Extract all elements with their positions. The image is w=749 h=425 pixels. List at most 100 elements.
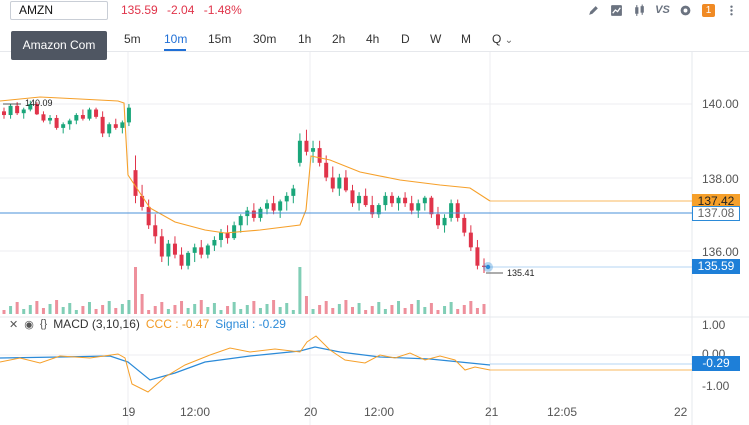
compare-vs-icon[interactable]: VS	[655, 4, 670, 16]
candle-body[interactable]	[48, 117, 53, 121]
code-braces-icon[interactable]: {}	[39, 318, 48, 330]
candle-body[interactable]	[383, 195, 388, 206]
candle-body[interactable]	[363, 195, 368, 206]
candle-body[interactable]	[416, 203, 421, 211]
interval-d[interactable]: D	[401, 32, 410, 46]
alert-badge-icon[interactable]: 1	[701, 2, 716, 18]
candle-body[interactable]	[133, 170, 138, 196]
candle-body[interactable]	[61, 124, 66, 128]
candle-body[interactable]	[172, 243, 177, 255]
settings-gear-icon[interactable]	[678, 2, 693, 18]
candle-body[interactable]	[265, 203, 270, 209]
candle-body[interactable]	[422, 197, 427, 204]
candle-body[interactable]	[140, 195, 145, 207]
chevron-down-icon: ⌄	[504, 35, 514, 46]
close-icon[interactable]: ✕	[9, 318, 19, 331]
interval-5m[interactable]: 5m	[124, 32, 141, 46]
volume-bar	[87, 302, 91, 314]
candle-body[interactable]	[482, 265, 486, 267]
candle-body[interactable]	[475, 247, 480, 266]
candle-body[interactable]	[146, 206, 151, 226]
interval-q[interactable]: Q ⌄	[492, 32, 513, 46]
candle-body[interactable]	[120, 122, 125, 128]
candle-body[interactable]	[186, 252, 191, 266]
candle-body[interactable]	[337, 177, 342, 189]
candle-body[interactable]	[442, 217, 447, 226]
candle-body[interactable]	[350, 190, 355, 204]
candle-body[interactable]	[199, 247, 204, 255]
candle-body[interactable]	[113, 124, 118, 128]
volume-bar	[35, 301, 39, 314]
volume-bar	[475, 308, 479, 314]
candle-body[interactable]	[251, 210, 256, 218]
candle-style-icon[interactable]	[632, 2, 647, 18]
candle-body[interactable]	[87, 109, 92, 119]
candle-body[interactable]	[94, 109, 99, 117]
candle-body[interactable]	[324, 162, 329, 178]
symbol-search-input[interactable]: AMZN	[10, 1, 108, 20]
candle-body[interactable]	[343, 177, 348, 191]
candle-body[interactable]	[278, 201, 283, 211]
candle-body[interactable]	[291, 188, 296, 196]
candle-body[interactable]	[67, 120, 72, 125]
candle-body[interactable]	[28, 104, 33, 110]
interval-10m[interactable]: 10m	[164, 32, 188, 46]
candle-body[interactable]	[80, 115, 85, 119]
candle-body[interactable]	[21, 109, 26, 114]
candle-body[interactable]	[468, 232, 473, 248]
candle-body[interactable]	[166, 243, 171, 257]
interval-15m[interactable]: 15m	[208, 32, 232, 46]
candle-body[interactable]	[153, 225, 158, 237]
candle-body[interactable]	[435, 214, 440, 226]
candle-body[interactable]	[41, 114, 46, 121]
candle-body[interactable]	[455, 203, 460, 218]
candle-body[interactable]	[192, 247, 197, 253]
candle-body[interactable]	[218, 232, 223, 240]
candle-body[interactable]	[396, 197, 401, 204]
interval-30m[interactable]: 30m	[253, 32, 277, 46]
candle-body[interactable]	[225, 232, 230, 239]
candle-body[interactable]	[159, 236, 164, 257]
candle-body[interactable]	[317, 148, 322, 163]
chart-type-icon[interactable]	[609, 2, 624, 18]
candle-body[interactable]	[107, 124, 112, 134]
candle-body[interactable]	[74, 115, 79, 121]
candle-body[interactable]	[462, 217, 467, 233]
candle-body[interactable]	[2, 111, 6, 116]
candle-body[interactable]	[205, 245, 210, 255]
candle-body[interactable]	[429, 197, 434, 215]
draw-pen-icon[interactable]	[586, 2, 601, 18]
candle-body[interactable]	[126, 107, 131, 123]
candle-body[interactable]	[54, 117, 59, 128]
interval-2h[interactable]: 2h	[332, 32, 346, 46]
interval-w[interactable]: W	[430, 32, 442, 46]
more-options-icon[interactable]	[724, 2, 739, 18]
candle-body[interactable]	[100, 116, 105, 134]
interval-1h[interactable]: 1h	[298, 32, 312, 46]
interval-4h[interactable]: 4h	[366, 32, 380, 46]
candle-body[interactable]	[238, 216, 243, 226]
candle-body[interactable]	[271, 203, 276, 211]
candle-body[interactable]	[389, 195, 394, 204]
candle-body[interactable]	[284, 195, 289, 202]
candle-body[interactable]	[8, 105, 13, 116]
price-line-tag[interactable]: 137.08	[692, 206, 740, 221]
candle-body[interactable]	[297, 140, 302, 163]
volume-bar	[166, 309, 170, 314]
candle-body[interactable]	[330, 177, 335, 189]
candle-body[interactable]	[409, 203, 414, 211]
candle-body[interactable]	[15, 105, 20, 114]
price-chart[interactable]	[0, 52, 749, 425]
candle-body[interactable]	[34, 104, 39, 115]
candle-body[interactable]	[376, 205, 381, 215]
candle-body[interactable]	[403, 197, 408, 204]
candle-body[interactable]	[311, 148, 316, 152]
candle-body[interactable]	[179, 254, 184, 266]
settings-icon[interactable]: ◉	[24, 318, 34, 331]
candle-body[interactable]	[449, 203, 454, 218]
interval-m[interactable]: M	[461, 32, 471, 46]
candle-body[interactable]	[212, 239, 217, 246]
candle-body[interactable]	[304, 140, 309, 152]
candle-body[interactable]	[357, 195, 362, 204]
candle-body[interactable]	[370, 205, 375, 215]
